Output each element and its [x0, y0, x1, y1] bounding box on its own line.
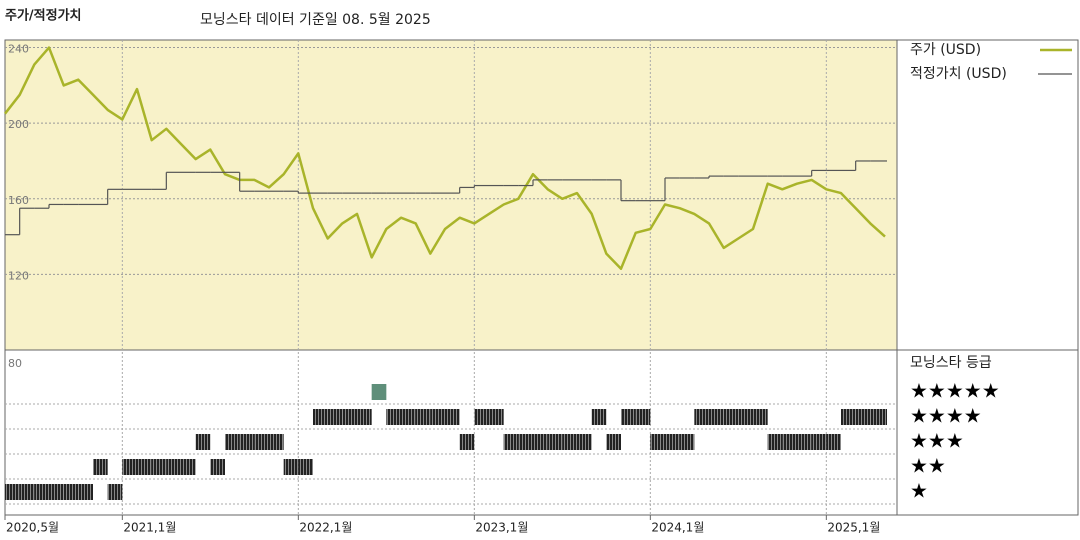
rating-bar	[767, 434, 783, 450]
frame	[4, 39, 1079, 516]
x-tick-label: 2023,1월	[475, 521, 528, 535]
rating-level-label: ★★★★★	[910, 379, 1000, 403]
rating-bar	[826, 434, 841, 450]
rating-bar	[5, 484, 20, 500]
x-tick-label: 2025,1월	[827, 521, 880, 535]
chart-subtitle: 모닝스타 데이터 기준일 08. 5월 2025	[200, 12, 431, 28]
rating-bar	[577, 434, 592, 450]
plot: 80 120 160 200 240 2020,5월 2021,1월 2022,1월 2023,…	[4, 40, 1072, 535]
rating-bar	[489, 409, 504, 425]
rating-level-label: ★★★★	[910, 404, 982, 428]
x-tick-label: 2024,1월	[651, 521, 704, 535]
rating-bar	[313, 409, 328, 425]
rating-bar	[195, 434, 211, 450]
rating-bar	[210, 459, 225, 475]
rating-bar	[870, 409, 885, 425]
x-tick-label: 2021,1월	[123, 521, 176, 535]
rating-bar	[621, 409, 636, 425]
rating-bar-top	[371, 384, 387, 400]
rating-bar	[635, 409, 651, 425]
rating-bar	[782, 434, 797, 450]
rating-bar	[107, 484, 123, 500]
rating-bar	[254, 434, 269, 450]
rating-bar	[606, 434, 621, 450]
rating-bar	[650, 434, 665, 450]
rating-bar	[342, 409, 357, 425]
y-tick-label: 80	[8, 357, 22, 370]
rating-bar	[459, 434, 475, 450]
rating-level-label: ★★★	[910, 429, 964, 453]
rating-bar	[63, 484, 79, 500]
rating-bar	[386, 409, 401, 425]
rating-bar	[137, 459, 152, 475]
x-tick-label: 2022,1월	[299, 521, 352, 535]
y-tick-label: 160	[8, 194, 29, 207]
legend-label: 주가 (USD)	[910, 42, 981, 58]
rating-bar	[723, 409, 739, 425]
rating-bar	[327, 409, 343, 425]
rating-bar	[503, 434, 519, 450]
rating-bar	[283, 459, 299, 475]
rating-bar	[694, 409, 709, 425]
rating-bar	[49, 484, 64, 500]
rating-bar	[562, 434, 577, 450]
rating-bar	[518, 434, 533, 450]
x-tick-label: 2020,5월	[6, 521, 59, 535]
rating-bar	[181, 459, 196, 475]
chart-title: 주가/적정가치	[5, 8, 82, 24]
rating-bar	[93, 459, 108, 475]
rating-bar	[415, 409, 431, 425]
rating-bar	[679, 434, 695, 450]
rating-bar	[430, 409, 445, 425]
rating-bar	[591, 409, 607, 425]
y-tick-label: 200	[8, 118, 29, 131]
rating-bar	[239, 434, 255, 450]
rating-bar	[269, 434, 284, 450]
rating-bar	[797, 434, 812, 450]
rating-bar	[753, 409, 768, 425]
price-panel	[5, 40, 897, 350]
rating-bar	[841, 409, 856, 425]
rating-bar	[665, 434, 680, 450]
rating-bar	[885, 409, 887, 425]
rating-bar	[738, 409, 753, 425]
price-line	[4, 46, 886, 270]
rating-bar	[401, 409, 416, 425]
y-tick-label: 240	[8, 43, 29, 56]
rating-bar	[855, 409, 871, 425]
rating-bar	[298, 459, 313, 475]
rating-bar	[122, 459, 137, 475]
rating-bar	[811, 434, 827, 450]
rating-bar	[151, 459, 167, 475]
rating-bar	[474, 409, 489, 425]
legend-label: 적정가치 (USD)	[910, 66, 1007, 82]
rating-bar	[709, 409, 724, 425]
rating-bar	[19, 484, 35, 500]
rating-bar	[533, 434, 548, 450]
rating-level-label: ★	[910, 479, 928, 503]
rating-level-label: ★★	[910, 454, 946, 478]
rating-bar	[357, 409, 372, 425]
y-tick-label: 120	[8, 269, 29, 282]
rating-bar	[78, 484, 93, 500]
ratings-title: 모닝스타 등급	[910, 355, 992, 371]
rating-bar	[34, 484, 49, 500]
rating-bar	[547, 434, 563, 450]
rating-bar	[225, 434, 240, 450]
rating-bar	[445, 409, 460, 425]
rating-bar	[166, 459, 181, 475]
